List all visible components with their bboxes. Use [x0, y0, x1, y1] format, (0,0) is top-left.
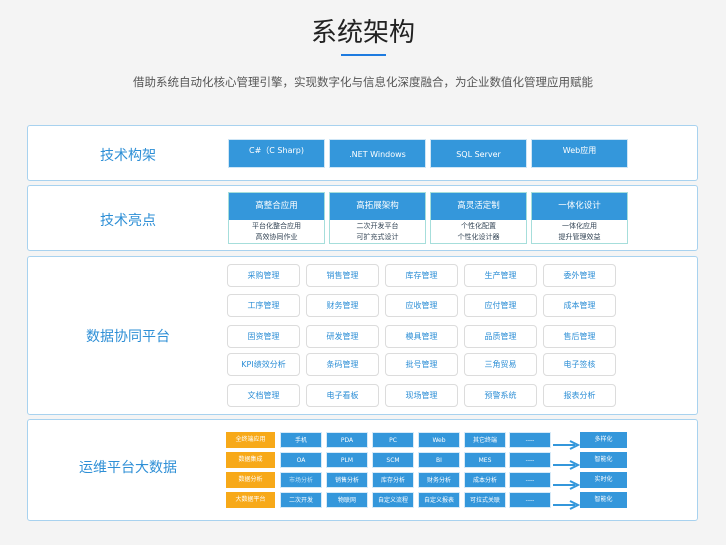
arrow-right-icon: [553, 455, 581, 470]
ops-cell: 物联网: [326, 492, 368, 508]
ops-row-label: 全终端应用: [226, 432, 275, 448]
highlight-card: 高灵活定制个性化配置个性化设计器: [430, 192, 527, 244]
ops-cell: PC: [372, 432, 414, 448]
tech-item: C#（C Sharp): [228, 139, 325, 168]
ops-result: 多样化: [580, 432, 627, 448]
ops-cell: 二次开发: [280, 492, 322, 508]
ops-cell: ----: [509, 492, 551, 508]
card-title: 高拓展架构: [330, 193, 425, 220]
module-item[interactable]: 报表分析: [543, 384, 616, 407]
module-item[interactable]: 条码管理: [306, 353, 379, 376]
ops-cell: 可拉式关联: [464, 492, 506, 508]
card-line: 个性化设计器: [457, 233, 500, 241]
section-label: 运维平台大数据: [79, 460, 177, 476]
highlight-card: 高拓展架构二次开发平台 可扩充式设计: [329, 192, 426, 244]
module-item[interactable]: 现场管理: [385, 384, 458, 407]
ops-result: 智能化: [580, 492, 627, 508]
ops-cell: 其它终端: [464, 432, 506, 448]
module-item[interactable]: 委外管理: [543, 264, 616, 287]
card-line: 平台化整合应用: [252, 222, 301, 230]
arrow-right-icon: [553, 435, 581, 450]
ops-cell: 市场分析: [280, 472, 322, 488]
module-item[interactable]: 模具管理: [385, 325, 458, 348]
card-line: 二次开发平台: [356, 222, 399, 230]
module-item[interactable]: 文档管理: [227, 384, 300, 407]
ops-row-label: 大数据平台: [226, 492, 275, 508]
card-line: 一体化应用: [562, 222, 597, 230]
module-item[interactable]: 采购管理: [227, 264, 300, 287]
section-label: 技术构架: [100, 148, 156, 164]
tech-item: Web应用: [531, 139, 628, 168]
ops-cell: 自定义报表: [418, 492, 460, 508]
arrow-right-icon: [553, 475, 581, 490]
module-item[interactable]: 生产管理: [464, 264, 537, 287]
title-underline: [341, 54, 386, 56]
ops-result: 实时化: [580, 472, 627, 488]
highlight-card: 一体化设计一体化应用提升管理效益: [531, 192, 628, 244]
module-item[interactable]: 应收管理: [385, 294, 458, 317]
ops-cell: 自定义流程: [372, 492, 414, 508]
module-item[interactable]: 工序管理: [227, 294, 300, 317]
ops-cell: BI: [418, 452, 460, 468]
module-item[interactable]: 三角贸易: [464, 353, 537, 376]
card-title: 高灵活定制: [431, 193, 526, 220]
module-item[interactable]: 电子看板: [306, 384, 379, 407]
module-item[interactable]: 成本管理: [543, 294, 616, 317]
ops-cell: ----: [509, 472, 551, 488]
module-item[interactable]: 固资管理: [227, 325, 300, 348]
page-title: 系统架构: [310, 18, 415, 48]
module-item[interactable]: 预警系统: [464, 384, 537, 407]
module-item[interactable]: 售后管理: [543, 325, 616, 348]
ops-cell: SCM: [372, 452, 414, 468]
ops-cell: 手机: [280, 432, 322, 448]
ops-cell: 库存分析: [372, 472, 414, 488]
ops-row-label: 数据集成: [226, 452, 275, 468]
module-item[interactable]: 库存管理: [385, 264, 458, 287]
tech-item: SQL Server: [430, 139, 527, 168]
highlight-card: 高整合应用平台化整合应用 高效协同作业: [228, 192, 325, 244]
module-item[interactable]: 品质管理: [464, 325, 537, 348]
ops-result: 智能化: [580, 452, 627, 468]
module-item[interactable]: 研发管理: [306, 325, 379, 348]
ops-cell: ----: [509, 452, 551, 468]
ops-cell: ----: [509, 432, 551, 448]
module-item[interactable]: 财务管理: [306, 294, 379, 317]
section-label: 技术亮点: [100, 213, 156, 229]
card-line: 高效协同作业: [255, 233, 298, 241]
ops-cell: 成本分析: [464, 472, 506, 488]
ops-cell: 财务分析: [418, 472, 460, 488]
section-label: 数据协同平台: [86, 329, 170, 345]
module-item[interactable]: KPI绩效分析: [227, 353, 300, 376]
module-item[interactable]: 电子签核: [543, 353, 616, 376]
ops-row-label: 数据分析: [226, 472, 275, 488]
ops-cell: 销售分析: [326, 472, 368, 488]
ops-cell: Web: [418, 432, 460, 448]
card-line: 个性化配置: [461, 222, 496, 230]
card-line: 提升管理效益: [558, 233, 601, 241]
module-item[interactable]: 批号管理: [385, 353, 458, 376]
page-subtitle: 借助系统自动化核心管理引擎，实现数字化与信息化深度融合，为企业数值化管理应用赋能: [133, 75, 593, 89]
arrow-right-icon: [553, 495, 581, 510]
module-item[interactable]: 销售管理: [306, 264, 379, 287]
module-item[interactable]: 应付管理: [464, 294, 537, 317]
card-line: 可扩充式设计: [356, 233, 399, 241]
card-title: 高整合应用: [229, 193, 324, 220]
card-title: 一体化设计: [532, 193, 627, 220]
ops-cell: OA: [280, 452, 322, 468]
ops-cell: PDA: [326, 432, 368, 448]
ops-cell: MES: [464, 452, 506, 468]
ops-cell: PLM: [326, 452, 368, 468]
tech-item: .NET Windows: [329, 139, 426, 168]
